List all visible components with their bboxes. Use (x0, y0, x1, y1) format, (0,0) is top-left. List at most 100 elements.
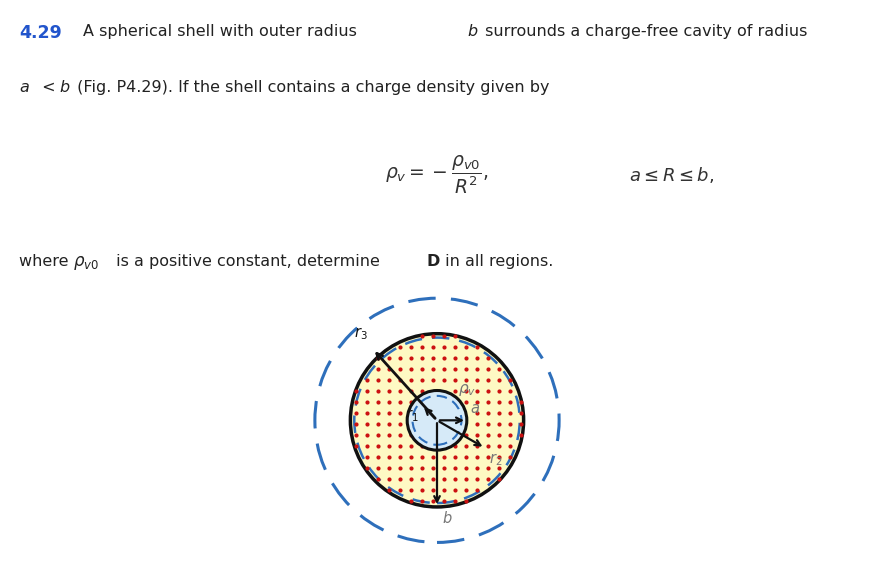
Point (492, 431, 506, 440)
Point (415, 365, 429, 374)
Text: b: b (468, 24, 478, 39)
Text: surrounds a charge-free cavity of radius: surrounds a charge-free cavity of radius (480, 24, 808, 39)
Circle shape (407, 391, 467, 450)
Point (426, 365, 440, 374)
Point (360, 398, 374, 407)
Point (470, 486, 484, 495)
Point (404, 442, 418, 451)
Point (481, 442, 495, 451)
Point (470, 464, 484, 473)
Point (393, 387, 407, 396)
Point (470, 343, 484, 352)
Point (349, 409, 363, 418)
Point (360, 420, 374, 429)
Point (481, 431, 495, 440)
Point (382, 442, 396, 451)
Point (448, 354, 462, 363)
Point (503, 420, 517, 429)
Point (393, 420, 407, 429)
Point (349, 442, 363, 451)
Point (437, 365, 451, 374)
Point (426, 497, 440, 506)
Point (459, 398, 473, 407)
Point (404, 486, 418, 495)
Point (371, 464, 385, 473)
Point (459, 475, 473, 484)
Point (393, 464, 407, 473)
Point (382, 453, 396, 462)
Point (492, 453, 506, 462)
Point (470, 420, 484, 429)
Point (481, 354, 495, 363)
Text: $\rho_v = -\dfrac{\rho_{v0}}{R^2},$: $\rho_v = -\dfrac{\rho_{v0}}{R^2},$ (385, 153, 489, 196)
Point (360, 431, 374, 440)
Point (360, 464, 374, 473)
Text: in all regions.: in all regions. (440, 254, 553, 269)
Point (382, 464, 396, 473)
Point (470, 365, 484, 374)
Point (459, 497, 473, 506)
Point (448, 343, 462, 352)
Text: $a$: $a$ (470, 401, 481, 416)
Point (404, 376, 418, 385)
Text: b: b (59, 80, 70, 95)
Point (371, 420, 385, 429)
Point (448, 442, 462, 451)
Point (459, 464, 473, 473)
Point (382, 376, 396, 385)
Point (503, 376, 517, 385)
Text: 4.29: 4.29 (19, 24, 62, 41)
Text: $r_2$: $r_2$ (489, 451, 503, 467)
Point (481, 409, 495, 418)
Point (415, 343, 429, 352)
Point (481, 376, 495, 385)
Point (481, 365, 495, 374)
Point (404, 431, 418, 440)
Text: where: where (19, 254, 73, 269)
Point (404, 387, 418, 396)
Point (437, 453, 451, 462)
Point (415, 453, 429, 462)
Point (448, 486, 462, 495)
Point (470, 376, 484, 385)
Point (382, 475, 396, 484)
Point (349, 398, 363, 407)
Point (448, 464, 462, 473)
Point (371, 398, 385, 407)
Point (426, 486, 440, 495)
Point (503, 442, 517, 451)
Point (404, 453, 418, 462)
Point (371, 442, 385, 451)
Point (459, 354, 473, 363)
Point (459, 387, 473, 396)
Point (426, 453, 440, 462)
Point (470, 387, 484, 396)
Point (371, 354, 385, 363)
Point (360, 387, 374, 396)
Point (470, 453, 484, 462)
Point (371, 409, 385, 418)
Text: D: D (427, 254, 440, 269)
Point (415, 486, 429, 495)
Point (415, 332, 429, 341)
Text: A spherical shell with outer radius: A spherical shell with outer radius (83, 24, 362, 39)
Point (371, 475, 385, 484)
Point (382, 398, 396, 407)
Point (459, 431, 473, 440)
Point (503, 387, 517, 396)
Point (426, 354, 440, 363)
Text: $r_3$: $r_3$ (354, 325, 367, 342)
Point (514, 420, 528, 429)
Point (492, 387, 506, 396)
Point (437, 332, 451, 341)
Point (415, 354, 429, 363)
Point (415, 475, 429, 484)
Point (448, 497, 462, 506)
Point (448, 376, 462, 385)
Point (481, 453, 495, 462)
Point (492, 409, 506, 418)
Point (360, 409, 374, 418)
Point (459, 486, 473, 495)
Point (404, 475, 418, 484)
Point (503, 431, 517, 440)
